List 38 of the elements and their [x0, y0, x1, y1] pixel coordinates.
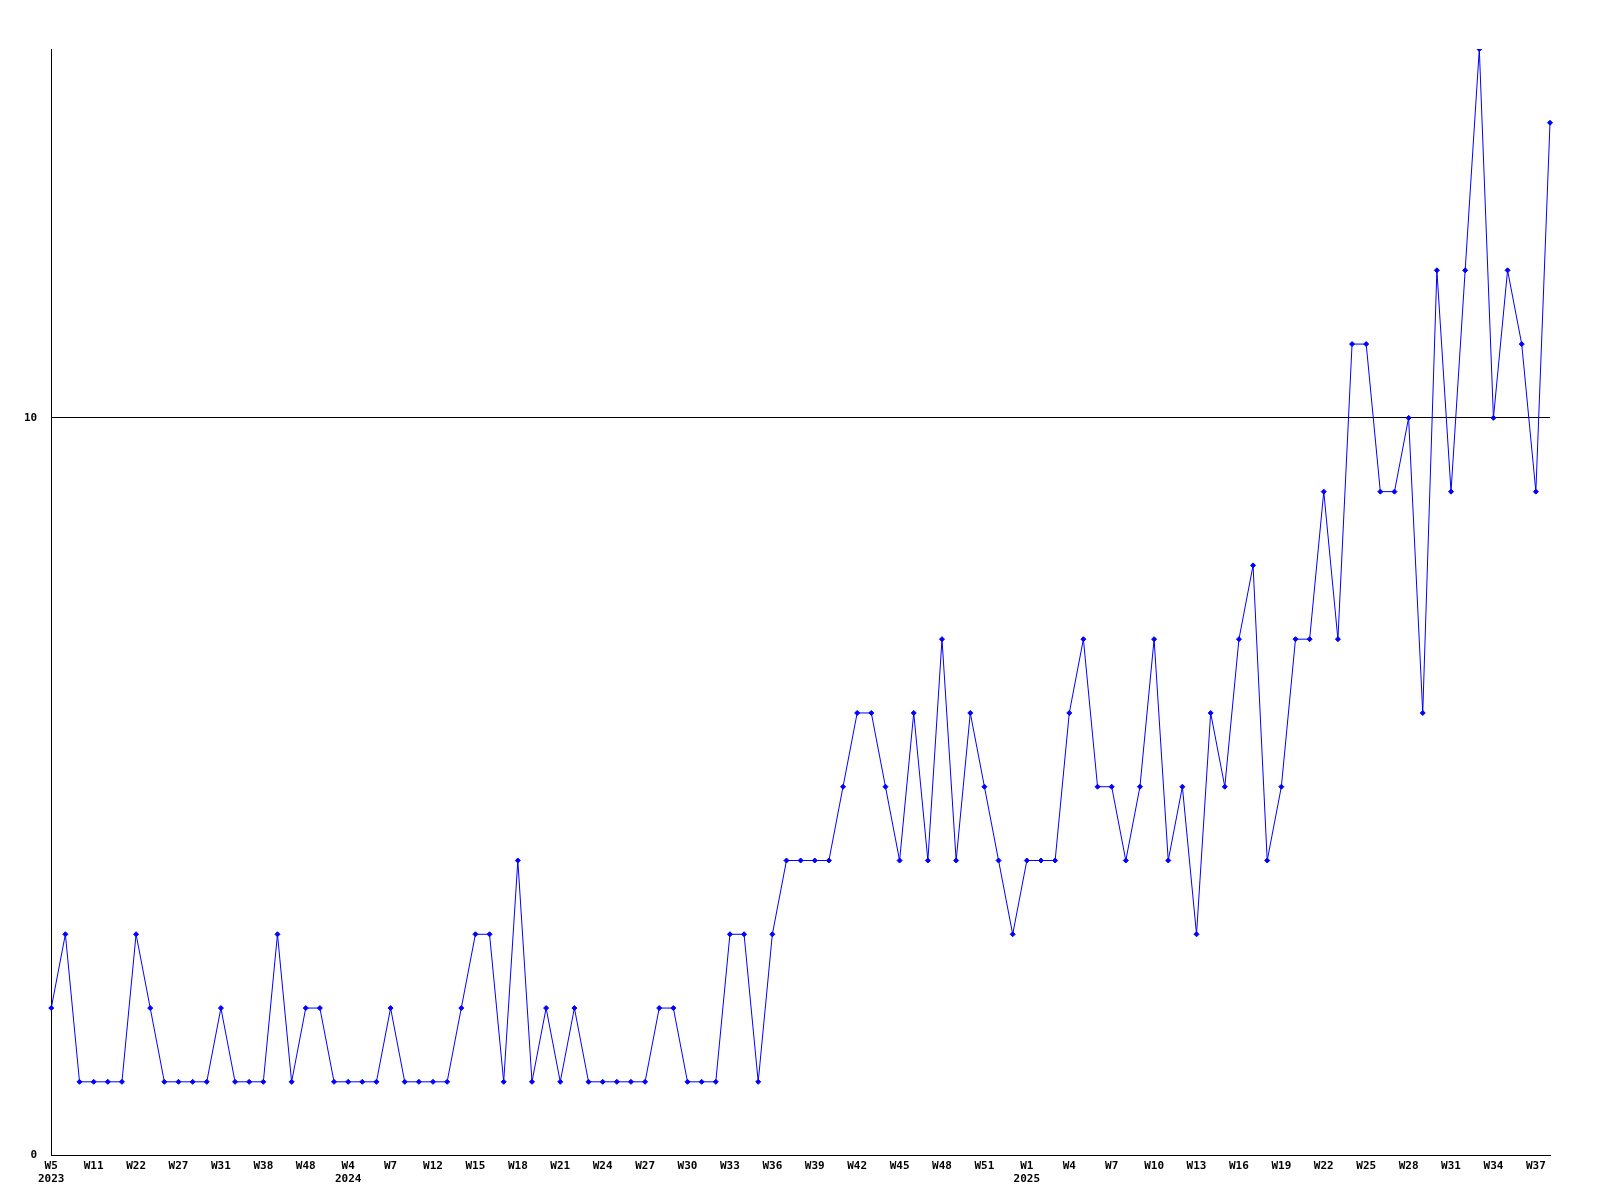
x-tick-label: W5 2023 — [38, 1159, 65, 1186]
x-tick-label: W13 — [1186, 1159, 1207, 1173]
x-tick-label: W48 — [932, 1159, 952, 1173]
y-tick-label: 0 — [30, 1148, 38, 1162]
x-tick-label: W15 — [465, 1159, 486, 1173]
x-tick-label: W11 — [83, 1159, 104, 1173]
x-tick-label: W33 — [719, 1159, 740, 1173]
x-tick-label: W27 — [635, 1159, 656, 1173]
x-tick-label: W31 — [1441, 1159, 1462, 1173]
x-tick-label: W10 — [1144, 1159, 1165, 1173]
x-tick-label: W1 2025 — [1013, 1159, 1041, 1186]
x-tick-label: W36 — [762, 1159, 783, 1173]
x-tick-label: W12 — [423, 1159, 443, 1173]
x-tick-label: W30 — [677, 1159, 698, 1173]
x-tick-label: W27 — [168, 1159, 189, 1173]
x-tick-label: W31 — [210, 1159, 232, 1173]
x-tick-label: W16 — [1229, 1159, 1250, 1173]
x-tick-label: W22 — [1313, 1159, 1334, 1173]
x-tick-label: W45 — [889, 1159, 910, 1173]
x-tick-label: W4 — [1062, 1159, 1077, 1173]
x-tick-label: W38 — [253, 1159, 274, 1173]
y-tick-label: 10 — [24, 410, 38, 424]
x-tick-label: W34 — [1483, 1159, 1504, 1173]
x-tick-label: W21 — [550, 1159, 571, 1173]
x-tick-label: W39 — [804, 1159, 825, 1173]
x-tick-label: W19 — [1271, 1159, 1292, 1173]
x-tick-label: W18 — [507, 1159, 528, 1173]
x-tick-label: W7 — [383, 1159, 398, 1173]
x-tick-label: W28 — [1398, 1159, 1419, 1173]
x-tick-label: W7 — [1105, 1159, 1119, 1173]
x-tick-label: W48 — [295, 1159, 316, 1173]
x-tick-label: W37 — [1525, 1159, 1546, 1173]
x-tick-label: W22 — [126, 1159, 147, 1173]
x-tick-label: W4 2024 — [334, 1159, 362, 1186]
x-tick-label: W25 — [1356, 1159, 1377, 1173]
x-tick-label: W51 — [974, 1159, 995, 1173]
x-tick-label: W42 — [847, 1159, 868, 1173]
x-tick-label: W24 — [592, 1159, 613, 1173]
